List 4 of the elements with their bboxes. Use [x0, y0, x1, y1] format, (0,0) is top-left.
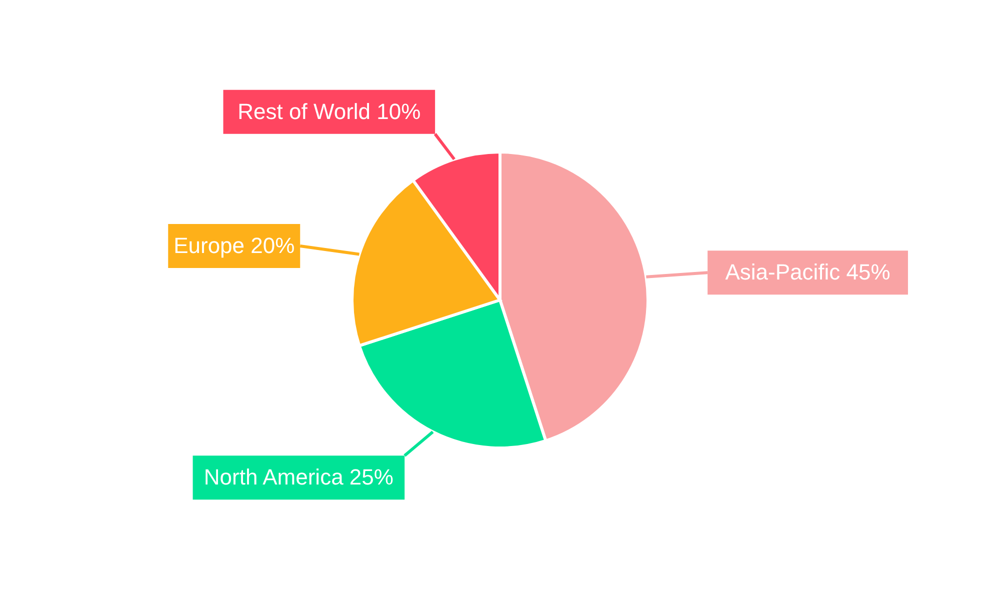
slice-label: Rest of World 10%	[238, 98, 421, 124]
slice-label: Asia-Pacific 45%	[725, 260, 890, 285]
slice-label: North America 25%	[204, 464, 394, 490]
slice-label: Europe 20%	[174, 233, 295, 258]
